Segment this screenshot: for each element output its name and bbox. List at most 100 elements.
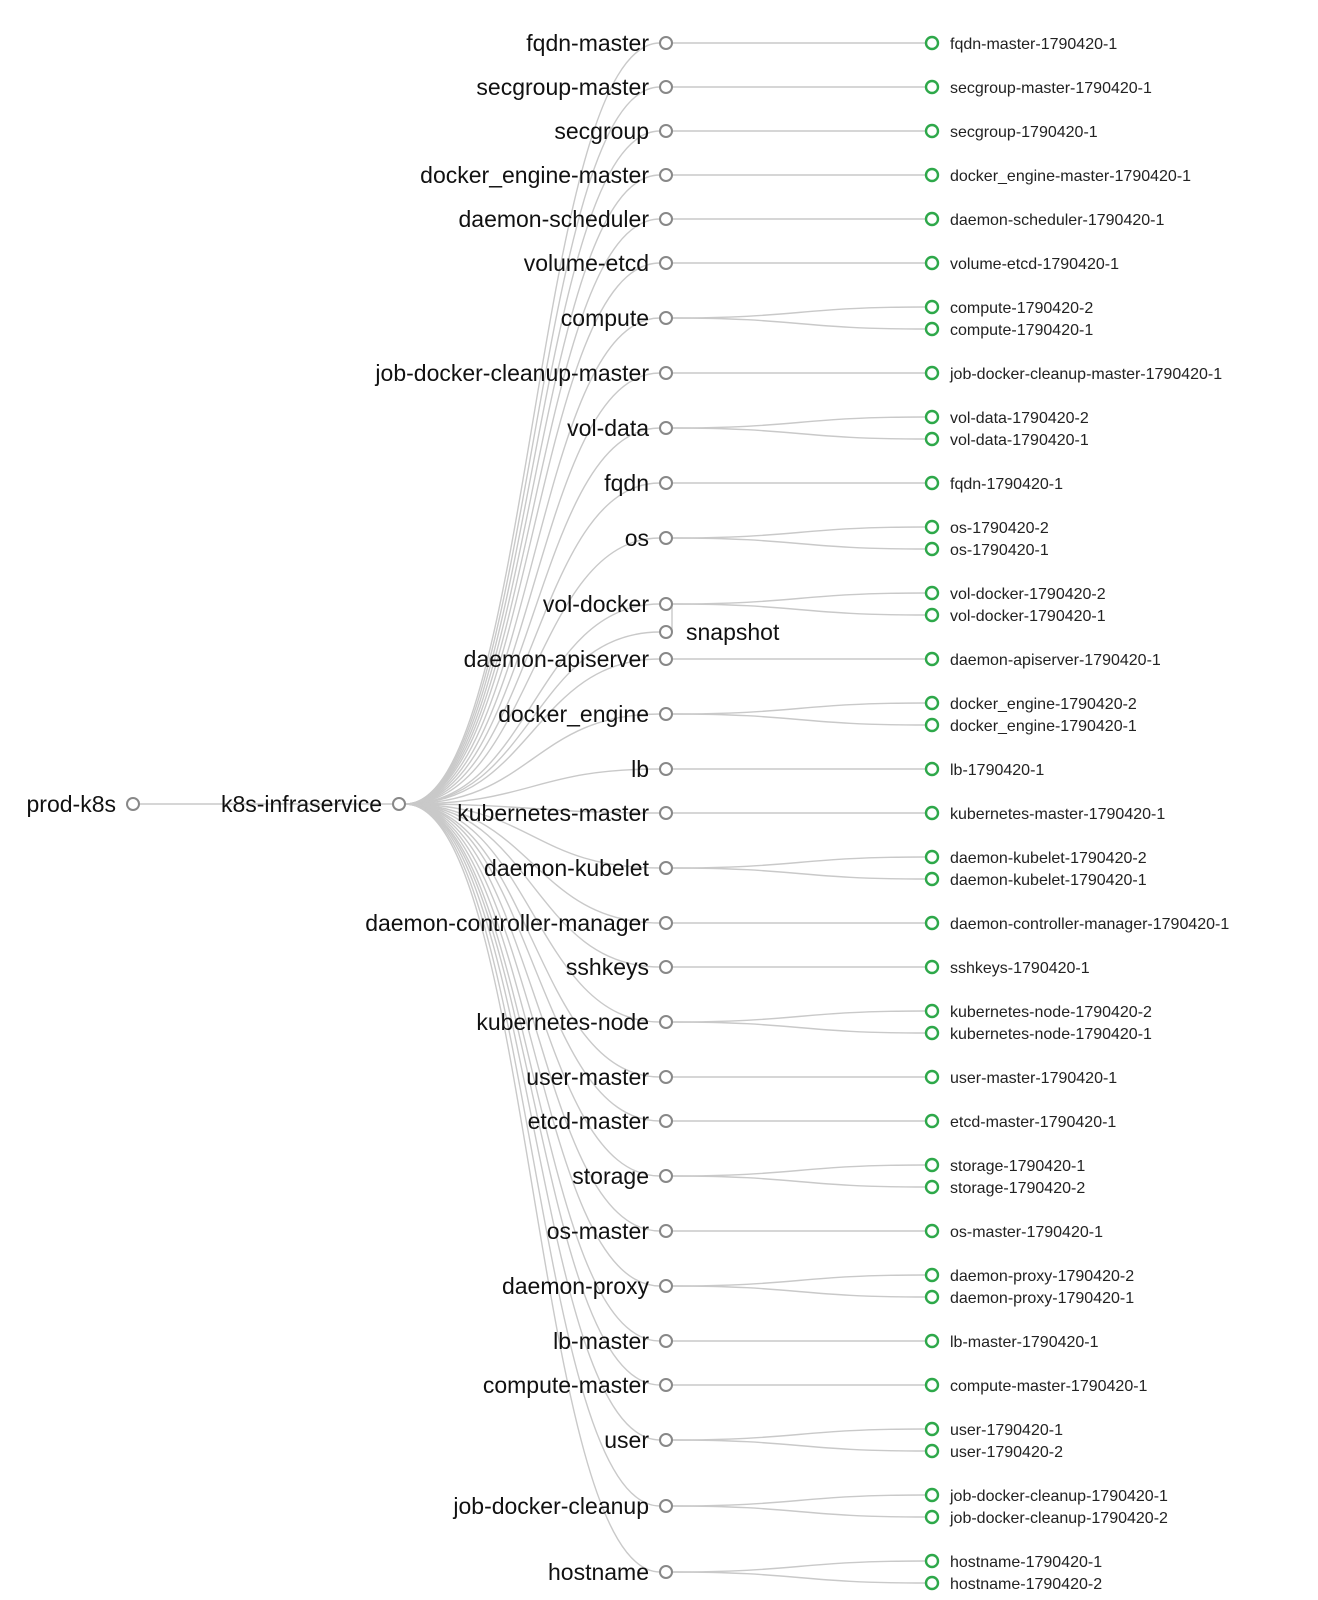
instance-node[interactable] bbox=[924, 35, 940, 51]
link-storage-instance bbox=[671, 1175, 926, 1188]
group-label-docker-engine: docker_engine bbox=[498, 701, 649, 727]
group-node-volume-etcd[interactable] bbox=[659, 256, 673, 270]
instance-node[interactable] bbox=[924, 959, 940, 975]
link-service-hostname bbox=[404, 803, 661, 1573]
group-node-daemon-controller-manager[interactable] bbox=[659, 916, 673, 930]
group-node-storage[interactable] bbox=[659, 1169, 673, 1183]
group-node-lb-master[interactable] bbox=[659, 1334, 673, 1348]
instance-node[interactable] bbox=[924, 211, 940, 227]
group-node-vol-data[interactable] bbox=[659, 421, 673, 435]
group-node-job-docker-cleanup-master[interactable] bbox=[659, 366, 673, 380]
link-service-compute bbox=[404, 317, 661, 805]
instance-node[interactable] bbox=[924, 915, 940, 931]
instance-label: daemon-kubelet-1790420-2 bbox=[950, 850, 1147, 867]
instance-node[interactable] bbox=[924, 1443, 940, 1459]
instance-node[interactable] bbox=[924, 1267, 940, 1283]
instance-label: fqdn-1790420-1 bbox=[950, 476, 1063, 493]
group-node-fqdn[interactable] bbox=[659, 476, 673, 490]
instance-node[interactable] bbox=[924, 585, 940, 601]
group-node-os[interactable] bbox=[659, 531, 673, 545]
group-node-hostname[interactable] bbox=[659, 1565, 673, 1579]
instance-node[interactable] bbox=[924, 1289, 940, 1305]
group-label-daemon-proxy: daemon-proxy bbox=[502, 1273, 650, 1299]
link-service-sshkeys bbox=[404, 803, 661, 968]
instance-node[interactable] bbox=[924, 871, 940, 887]
instance-node[interactable] bbox=[924, 761, 940, 777]
instance-node[interactable] bbox=[924, 409, 940, 425]
instance-node[interactable] bbox=[924, 805, 940, 821]
group-label-lb: lb bbox=[631, 756, 649, 782]
instance-node[interactable] bbox=[924, 255, 940, 271]
instance-node[interactable] bbox=[924, 1157, 940, 1173]
instance-node[interactable] bbox=[924, 651, 940, 667]
instance-node[interactable] bbox=[924, 431, 940, 447]
link-service-daemon-apiserver bbox=[404, 658, 661, 805]
instance-node[interactable] bbox=[924, 1069, 940, 1085]
group-node-secgroup-master[interactable] bbox=[659, 80, 673, 94]
instance-node[interactable] bbox=[924, 1179, 940, 1195]
group-label-daemon-kubelet: daemon-kubelet bbox=[484, 855, 650, 881]
group-node-etcd-master[interactable] bbox=[659, 1114, 673, 1128]
link-hostname-instance bbox=[671, 1571, 926, 1584]
instance-node[interactable] bbox=[924, 607, 940, 623]
instance-node[interactable] bbox=[924, 1487, 940, 1503]
instance-node[interactable] bbox=[924, 1003, 940, 1019]
group-node-daemon-kubelet[interactable] bbox=[659, 861, 673, 875]
instance-node[interactable] bbox=[924, 849, 940, 865]
group-node-daemon-apiserver[interactable] bbox=[659, 652, 673, 666]
group-node-compute[interactable] bbox=[659, 311, 673, 325]
service-node-circle[interactable] bbox=[392, 797, 406, 811]
group-node-daemon-scheduler[interactable] bbox=[659, 212, 673, 226]
group-node-kubernetes-master[interactable] bbox=[659, 806, 673, 820]
group-node-vol-docker[interactable] bbox=[659, 597, 673, 611]
instance-label: etcd-master-1790420-1 bbox=[950, 1114, 1116, 1131]
link-service-secgroup bbox=[404, 130, 661, 805]
group-node-secgroup[interactable] bbox=[659, 124, 673, 138]
instance-node[interactable] bbox=[924, 541, 940, 557]
root-node[interactable]: prod-k8s bbox=[27, 791, 140, 817]
snapshot-node[interactable] bbox=[659, 625, 673, 639]
group-label-job-docker-cleanup: job-docker-cleanup bbox=[452, 1493, 649, 1519]
group-node-os-master[interactable] bbox=[659, 1224, 673, 1238]
link-service-user-master bbox=[404, 803, 661, 1078]
group-node-fqdn-master[interactable] bbox=[659, 36, 673, 50]
group-node-compute-master[interactable] bbox=[659, 1378, 673, 1392]
instance-node[interactable] bbox=[924, 1113, 940, 1129]
group-node-kubernetes-node[interactable] bbox=[659, 1015, 673, 1029]
instance-node[interactable] bbox=[924, 475, 940, 491]
instance-node[interactable] bbox=[924, 123, 940, 139]
link-user-instance bbox=[671, 1428, 926, 1441]
link-vol-data-instance bbox=[671, 416, 926, 429]
instance-node[interactable] bbox=[924, 1421, 940, 1437]
group-node-user-master[interactable] bbox=[659, 1070, 673, 1084]
group-node-docker-engine-master[interactable] bbox=[659, 168, 673, 182]
instance-label: secgroup-1790420-1 bbox=[950, 124, 1098, 141]
service-node[interactable]: k8s-infraservice bbox=[221, 791, 406, 817]
group-node-lb[interactable] bbox=[659, 762, 673, 776]
instance-node[interactable] bbox=[924, 79, 940, 95]
instance-label: secgroup-master-1790420-1 bbox=[950, 80, 1152, 97]
root-node-circle[interactable] bbox=[126, 797, 140, 811]
instance-node[interactable] bbox=[924, 321, 940, 337]
group-node-daemon-proxy[interactable] bbox=[659, 1279, 673, 1293]
group-node-job-docker-cleanup[interactable] bbox=[659, 1499, 673, 1513]
instance-node[interactable] bbox=[924, 1575, 940, 1591]
instance-node[interactable] bbox=[924, 717, 940, 733]
instance-node[interactable] bbox=[924, 1333, 940, 1349]
instance-node[interactable] bbox=[924, 519, 940, 535]
group-node-user[interactable] bbox=[659, 1433, 673, 1447]
link-service-kubernetes-master bbox=[404, 803, 661, 814]
instance-node[interactable] bbox=[924, 167, 940, 183]
instance-node[interactable] bbox=[924, 1025, 940, 1041]
link-daemon-kubelet-instance bbox=[671, 856, 926, 869]
instance-node[interactable] bbox=[924, 365, 940, 381]
instance-node[interactable] bbox=[924, 1223, 940, 1239]
group-node-sshkeys[interactable] bbox=[659, 960, 673, 974]
instance-node[interactable] bbox=[924, 1553, 940, 1569]
group-node-docker-engine[interactable] bbox=[659, 707, 673, 721]
instance-node[interactable] bbox=[924, 1509, 940, 1525]
instance-node[interactable] bbox=[924, 299, 940, 315]
instance-node[interactable] bbox=[924, 695, 940, 711]
link-job-docker-cleanup-instance bbox=[671, 1494, 926, 1507]
instance-node[interactable] bbox=[924, 1377, 940, 1393]
